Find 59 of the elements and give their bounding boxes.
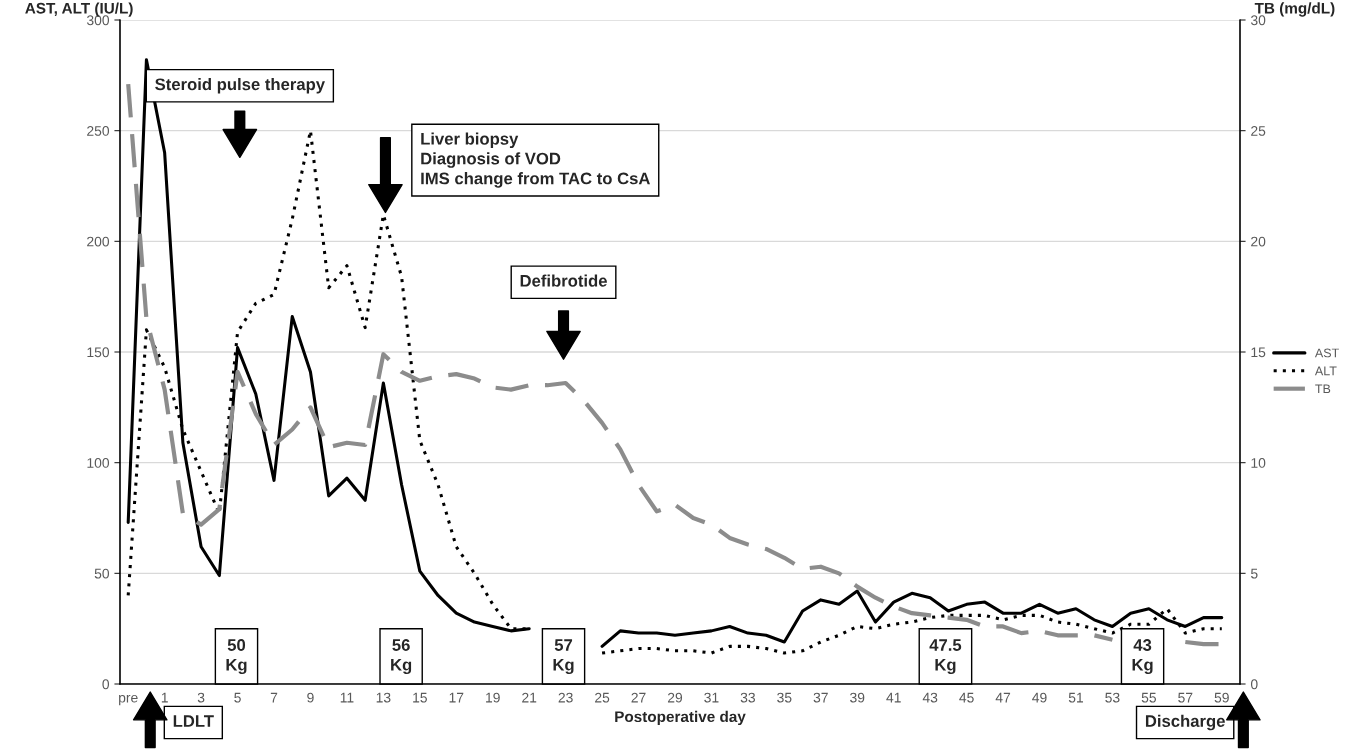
x-tick-label: 45 bbox=[959, 692, 974, 703]
annotation: 43 Kg bbox=[1132, 639, 1153, 675]
x-tick-label: 1 bbox=[161, 692, 168, 703]
annotation: Liver biopsy Diagnosis of VOD IMS change from TAC to CsA bbox=[421, 132, 650, 188]
y-tick-label: 300 bbox=[86, 15, 110, 26]
x-tick-label: 49 bbox=[1032, 692, 1047, 703]
x-tick-label: 21 bbox=[522, 692, 537, 703]
y2-tick-label: 30 bbox=[1250, 15, 1266, 26]
x-tick-label: 29 bbox=[667, 692, 683, 703]
x-tick-label: 11 bbox=[340, 692, 354, 703]
y2-tick-label: 20 bbox=[1251, 236, 1266, 247]
x-tick-label: 7 bbox=[270, 692, 278, 703]
y-tick-label: 0 bbox=[102, 679, 110, 690]
annotation: 57 Kg bbox=[553, 639, 574, 675]
y2-tick-label: 15 bbox=[1251, 347, 1266, 358]
y-tick-label: 200 bbox=[87, 236, 110, 247]
x-tick-label: 27 bbox=[631, 692, 646, 703]
x-tick-label: 33 bbox=[740, 692, 756, 703]
text: LDLT bbox=[173, 715, 214, 727]
legend-label: AST bbox=[1314, 348, 1339, 358]
x-tick-label: 25 bbox=[595, 692, 610, 703]
y-tick-label: 150 bbox=[87, 347, 110, 358]
x-tick-label: 19 bbox=[486, 692, 500, 703]
y2-tick-label: 10 bbox=[1251, 458, 1266, 468]
x-tick-label: 59 bbox=[1214, 692, 1229, 703]
x-tick-label: 35 bbox=[777, 692, 792, 703]
x-tick-label: 55 bbox=[1141, 692, 1157, 703]
y2-tick-label: 25 bbox=[1251, 126, 1266, 136]
annotation: 47.5 Kg bbox=[929, 639, 962, 675]
x-tick-label: 17 bbox=[449, 692, 464, 703]
x-tick-label: 9 bbox=[307, 692, 314, 703]
x-axis-title: Postoperative day bbox=[615, 710, 746, 726]
y2-tick-label: 0 bbox=[1250, 679, 1258, 690]
x-tick-label: 5 bbox=[234, 692, 241, 703]
x-tick-label: 47 bbox=[995, 692, 1011, 703]
x-tick-label: 13 bbox=[376, 692, 391, 703]
x-tick-label: 15 bbox=[413, 692, 427, 703]
x-tick-label: 23 bbox=[558, 692, 573, 703]
y-tick-label: 250 bbox=[87, 126, 110, 136]
x-tick-label: 39 bbox=[850, 692, 865, 703]
x-tick-label: 3 bbox=[197, 692, 205, 703]
legend-label: ALT bbox=[1314, 366, 1337, 376]
annotation: 50 Kg bbox=[226, 639, 247, 675]
text: Discharge bbox=[1145, 714, 1225, 731]
x-tick-label: 41 bbox=[886, 692, 901, 703]
annotation: Steroid pulse therapy bbox=[155, 77, 325, 94]
x-tick-label: 51 bbox=[1068, 692, 1084, 703]
annotation: 56 Kg bbox=[391, 639, 412, 675]
x-tick-label: 57 bbox=[1178, 692, 1193, 703]
legend-label: TB bbox=[1315, 384, 1331, 394]
x-tick-label: 53 bbox=[1105, 692, 1120, 703]
y-tick-label: 50 bbox=[94, 568, 110, 579]
y-tick-label: 100 bbox=[87, 458, 110, 468]
x-tick-label: pre bbox=[119, 694, 138, 706]
x-tick-label: 31 bbox=[704, 692, 719, 703]
y2-tick-label: 5 bbox=[1250, 568, 1258, 579]
annotation: Defibrotide bbox=[520, 274, 607, 287]
x-tick-label: 37 bbox=[813, 692, 828, 703]
x-tick-label: 43 bbox=[922, 692, 938, 703]
